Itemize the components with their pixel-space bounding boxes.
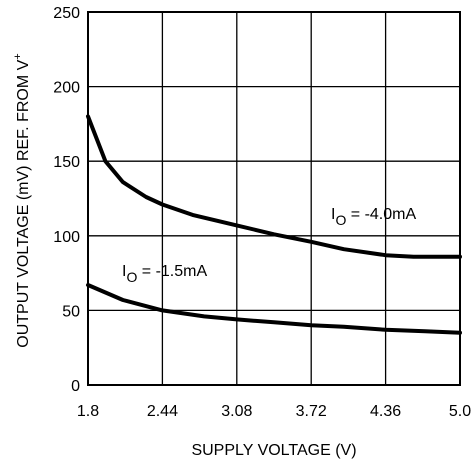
y-tick-labels: 0 50 100 150 200 250 xyxy=(53,5,80,395)
y-tick-label: 200 xyxy=(53,80,80,97)
y-axis-title-superscript: + xyxy=(12,53,24,59)
x-tick-label: 3.08 xyxy=(221,403,252,420)
x-tick-label: 3.72 xyxy=(296,403,327,420)
series-line-2 xyxy=(86,283,462,335)
series-label-1: IO = -4.0mA xyxy=(331,206,416,228)
series-lines xyxy=(86,114,462,335)
x-tick-label: 1.8 xyxy=(77,403,99,420)
series-line-1 xyxy=(86,114,462,259)
y-tick-label: 150 xyxy=(53,154,80,171)
y-axis-title-text: OUTPUT VOLTAGE (mV) REF. FROM V xyxy=(15,59,32,347)
series-labels: IO = -4.0mA IO = -1.5mA xyxy=(122,206,416,285)
y-axis-title: OUTPUT VOLTAGE (mV) REF. FROM V+ xyxy=(12,53,32,347)
plot-frame xyxy=(87,11,461,386)
x-tick-label: 5.0 xyxy=(449,403,471,420)
series-label-2: IO = -1.5mA xyxy=(122,263,207,285)
y-tick-label: 100 xyxy=(53,229,80,246)
x-tick-label: 2.44 xyxy=(147,403,178,420)
x-tick-label: 4.36 xyxy=(370,403,401,420)
y-tick-label: 0 xyxy=(71,378,80,395)
y-tick-label: 250 xyxy=(53,5,80,22)
x-axis-title: SUPPLY VOLTAGE (V) xyxy=(191,442,356,459)
x-tick-labels: 1.8 2.44 3.08 3.72 4.36 5.0 xyxy=(77,403,471,420)
y-tick-label: 50 xyxy=(62,303,80,320)
